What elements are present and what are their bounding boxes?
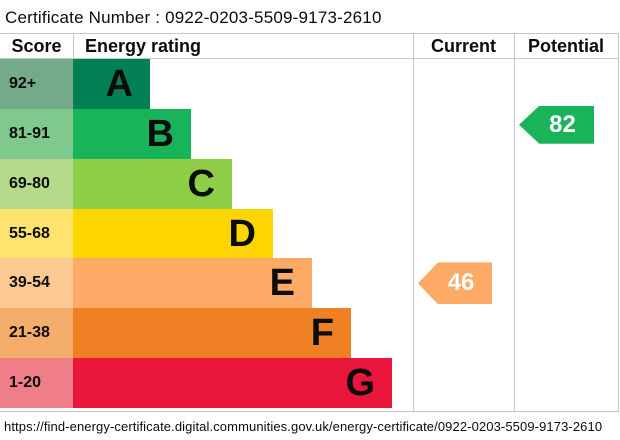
rating-band-row: 21-38 F — [0, 308, 618, 359]
rating-letter: F — [310, 312, 334, 355]
rating-bar: D — [73, 208, 273, 259]
rating-band-row: 39-54 E — [0, 258, 618, 309]
certificate-number-text: Certificate Number : 0922-0203-5509-9173… — [5, 8, 382, 27]
potential-rating-value: 82 — [549, 110, 576, 138]
column-header-score: Score — [11, 35, 62, 56]
rating-letter: A — [105, 62, 133, 105]
column-header-current: Current — [430, 35, 496, 56]
rating-letter: B — [146, 112, 174, 155]
score-range-label: 92+ — [0, 59, 73, 109]
epc-rating-table: Score Energy rating Current Potential 92… — [0, 33, 619, 412]
rating-band-row: 92+ A — [0, 59, 618, 109]
rating-bar: A — [73, 59, 150, 109]
rating-bar: C — [73, 158, 232, 209]
score-range-label: 21-38 — [0, 308, 73, 359]
rating-bar: B — [73, 108, 191, 159]
rating-bands: 92+ A 81-91 B 69-80 C 55-68 D 39-54 E 21… — [0, 59, 618, 409]
rating-band-row: 69-80 C — [0, 158, 618, 209]
rating-band-row: 81-91 B — [0, 108, 618, 159]
rating-bar: E — [73, 258, 312, 309]
column-header-energy-rating: Energy rating — [85, 35, 202, 56]
score-range-label: 1-20 — [0, 358, 73, 409]
rating-letter: D — [228, 212, 256, 255]
rating-letter: G — [345, 362, 375, 405]
score-range-label: 69-80 — [0, 158, 73, 209]
score-range-label: 55-68 — [0, 208, 73, 259]
rating-band-row: 55-68 D — [0, 208, 618, 259]
current-column-divider — [413, 34, 414, 411]
rating-letter: E — [269, 262, 295, 305]
rating-band-row: 1-20 G — [0, 358, 618, 409]
potential-column-divider — [514, 34, 515, 411]
certificate-url-text: https://find-energy-certificate.digital.… — [4, 419, 603, 434]
score-range-label: 81-91 — [0, 108, 73, 159]
current-rating-value: 46 — [447, 269, 475, 297]
rating-bar: F — [73, 308, 351, 359]
table-header-row: Score Energy rating Current Potential — [0, 34, 618, 59]
rating-bar: G — [73, 358, 392, 409]
score-column-divider — [73, 34, 74, 58]
column-header-potential: Potential — [527, 35, 604, 56]
rating-letter: C — [187, 162, 215, 205]
score-range-label: 39-54 — [0, 258, 73, 309]
